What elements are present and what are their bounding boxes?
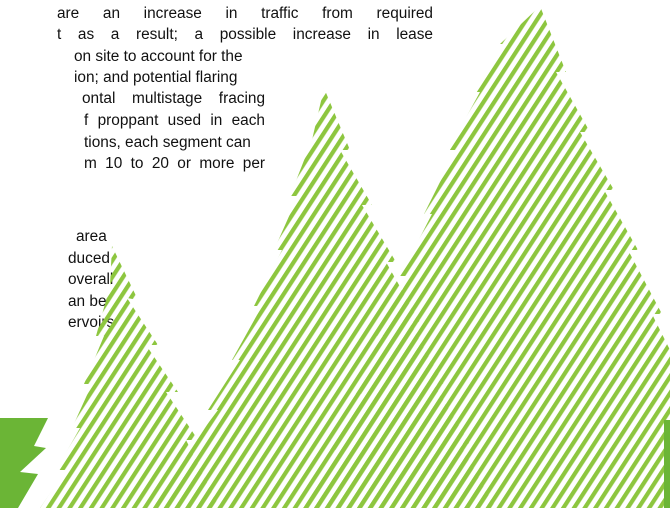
text-line: m 10 to 20 or more per (84, 155, 265, 172)
text-line: overall (68, 271, 114, 288)
text-line: f proppant used in each (84, 112, 265, 129)
text-line: on site to account for the (74, 48, 243, 65)
text-line: an be (68, 293, 107, 310)
small-tree-shape (40, 246, 220, 508)
text-line: t as a result; a possible increase in le… (57, 26, 433, 43)
green-accent-block (0, 418, 48, 508)
text-line: are an increase in traffic from required (57, 5, 433, 22)
text-line: area (76, 228, 107, 245)
tall-tree-shape (300, 6, 670, 508)
text-line: duced (68, 250, 110, 267)
text-line: ontal multistage fracing (82, 90, 265, 107)
green-edge-bar (664, 420, 670, 508)
text-line: ion; and potential flaring (74, 69, 238, 86)
text-line: tions, each segment can (84, 134, 251, 151)
